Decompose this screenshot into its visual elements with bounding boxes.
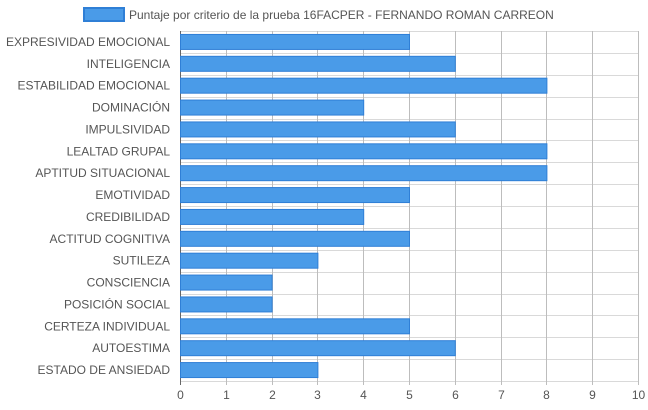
category-label: ESTADO DE ANSIEDAD bbox=[38, 363, 171, 377]
category-label: ESTABILIDAD EMOCIONAL bbox=[18, 79, 171, 93]
category-label: INTELIGENCIA bbox=[87, 57, 170, 71]
bar[interactable] bbox=[180, 99, 365, 116]
legend[interactable]: Puntaje por criterio de la prueba 16FACP… bbox=[83, 7, 554, 22]
bar[interactable] bbox=[180, 55, 456, 72]
category-label: ACTITUD COGNITIVA bbox=[50, 232, 170, 246]
bar[interactable] bbox=[180, 318, 410, 335]
category-label: AUTOESTIMA bbox=[92, 341, 170, 355]
x-tick-label: 6 bbox=[452, 388, 459, 402]
bars bbox=[180, 33, 548, 379]
bar[interactable] bbox=[180, 33, 410, 50]
x-tick-label: 8 bbox=[543, 388, 550, 402]
bar[interactable] bbox=[180, 230, 410, 247]
bar[interactable] bbox=[180, 296, 273, 313]
x-tick-label: 10 bbox=[632, 388, 646, 402]
x-tick-label: 1 bbox=[223, 388, 230, 402]
legend-swatch bbox=[83, 7, 125, 22]
bar[interactable] bbox=[180, 187, 410, 204]
category-label: IMPULSIVIDAD bbox=[85, 122, 170, 136]
x-tick-label: 2 bbox=[269, 388, 276, 402]
x-tick-label: 7 bbox=[498, 388, 505, 402]
bar[interactable] bbox=[180, 143, 548, 160]
bar[interactable] bbox=[180, 208, 365, 225]
x-tick-label: 5 bbox=[406, 388, 413, 402]
category-label: DOMINACIÓN bbox=[92, 100, 170, 115]
bar[interactable] bbox=[180, 121, 456, 138]
category-label: EMOTIVIDAD bbox=[95, 188, 170, 202]
x-tick-label: 3 bbox=[314, 388, 321, 402]
bar[interactable] bbox=[180, 362, 319, 379]
bar[interactable] bbox=[180, 340, 456, 357]
bar[interactable] bbox=[180, 165, 548, 182]
category-label: EXPRESIVIDAD EMOCIONAL bbox=[6, 35, 170, 49]
axes: 0 1 2 3 4 5 6 7 8 9 10 EXPRESIVIDAD EMOCIONAL INTELI… bbox=[6, 35, 646, 402]
bar[interactable] bbox=[180, 274, 273, 291]
x-tick-label: 4 bbox=[360, 388, 367, 402]
category-label: LEALTAD GRUPAL bbox=[67, 144, 171, 158]
x-tick-label: 0 bbox=[177, 388, 184, 402]
bar[interactable] bbox=[180, 252, 319, 269]
legend-label: Puntaje por criterio de la prueba 16FACP… bbox=[129, 8, 554, 22]
category-label: APTITUD SITUACIONAL bbox=[35, 166, 170, 180]
category-label: CONSCIENCIA bbox=[87, 276, 170, 290]
bar[interactable] bbox=[180, 77, 548, 94]
x-tick-label: 9 bbox=[589, 388, 596, 402]
category-label: SUTILEZA bbox=[113, 254, 170, 268]
category-label: POSICIÓN SOCIAL bbox=[64, 296, 170, 311]
category-label: CREDIBILIDAD bbox=[86, 210, 170, 224]
category-label: CERTEZA INDIVIDUAL bbox=[44, 319, 170, 333]
